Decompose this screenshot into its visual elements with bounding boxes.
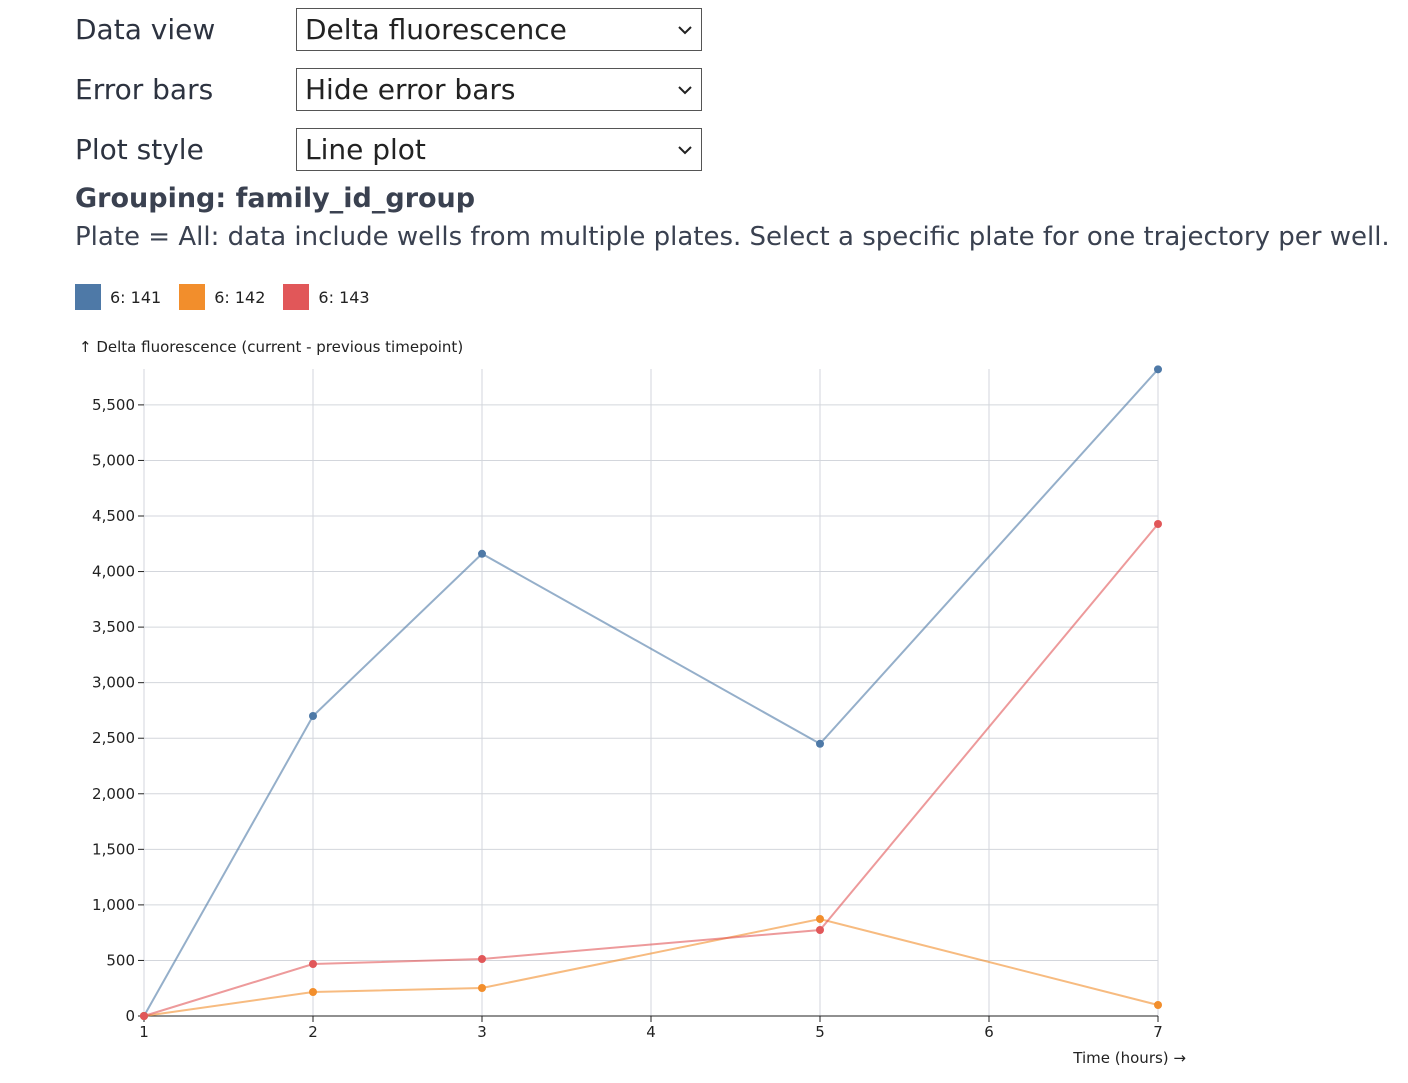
y-tick-label: 1,500 xyxy=(92,840,135,858)
x-tick-label: 3 xyxy=(477,1023,487,1041)
legend-item: 6: 141 xyxy=(75,284,161,310)
legend-item: 6: 142 xyxy=(179,284,265,310)
error-bars-value: Hide error bars xyxy=(305,73,516,106)
data-point xyxy=(1154,1001,1162,1009)
x-tick-label: 5 xyxy=(815,1023,825,1041)
y-tick-label: 4,500 xyxy=(92,507,135,525)
legend-item: 6: 143 xyxy=(283,284,370,310)
error-bars-row: Error bars Hide error bars xyxy=(75,68,702,111)
y-tick-label: 2,500 xyxy=(92,729,135,747)
legend-label: 6: 143 xyxy=(318,287,370,307)
chevron-down-icon xyxy=(678,145,692,154)
y-tick-label: 3,000 xyxy=(92,674,135,692)
legend-swatch xyxy=(75,284,101,310)
x-tick-label: 7 xyxy=(1153,1023,1163,1041)
y-tick-label: 0 xyxy=(125,1007,135,1025)
y-tick-label: 2,000 xyxy=(92,785,135,803)
data-point xyxy=(478,549,486,558)
data-point xyxy=(816,915,824,923)
x-tick-label: 1 xyxy=(139,1023,149,1041)
error-bars-label: Error bars xyxy=(75,73,214,106)
x-tick-label: 4 xyxy=(646,1023,656,1041)
chevron-down-icon xyxy=(678,25,692,34)
y-tick-label: 5,500 xyxy=(92,396,135,414)
data-view-value: Delta fluorescence xyxy=(305,13,567,46)
data-point xyxy=(1154,520,1162,528)
data-point xyxy=(816,926,824,934)
legend-label: 6: 142 xyxy=(214,287,266,307)
data-point xyxy=(816,739,824,748)
plot-style-label: Plot style xyxy=(75,133,204,166)
data-view-row: Data view Delta fluorescence xyxy=(75,8,702,51)
data-point xyxy=(478,955,486,963)
error-bars-select[interactable]: Hide error bars xyxy=(296,68,702,111)
x-tick-label: 2 xyxy=(308,1023,318,1041)
x-axis-label: Time (hours) → xyxy=(1072,1049,1186,1067)
legend-swatch xyxy=(179,284,206,310)
data-point xyxy=(309,712,317,720)
plate-note: Plate = All: data include wells from mul… xyxy=(75,222,1390,252)
data-view-label: Data view xyxy=(75,13,216,46)
y-tick-label: 5,000 xyxy=(92,451,135,469)
data-view-select[interactable]: Delta fluorescence xyxy=(296,8,702,51)
data-point xyxy=(1154,365,1162,374)
plot-style-select[interactable]: Line plot xyxy=(296,128,702,171)
legend-swatch xyxy=(283,284,310,310)
data-point xyxy=(309,988,317,996)
y-tick-label: 500 xyxy=(106,951,135,969)
y-tick-label: 1,000 xyxy=(92,896,135,914)
plot-style-value: Line plot xyxy=(305,133,426,166)
y-axis-label: ↑ Delta fluorescence (current - previous… xyxy=(79,338,463,356)
data-point xyxy=(478,984,486,992)
x-tick-label: 6 xyxy=(984,1023,994,1041)
grouping-heading: Grouping: family_id_group xyxy=(75,183,476,214)
data-point xyxy=(309,960,317,968)
plot-style-row: Plot style Line plot xyxy=(75,128,702,171)
legend: 6: 141 6: 142 6: 143 xyxy=(75,284,388,310)
line-chart: 1 2 3 4 5 6 7 0 500 1,000 1,500 2,000 2,500 3,000 3,50… xyxy=(79,338,1186,1067)
legend-label: 6: 141 xyxy=(110,287,162,307)
chevron-down-icon xyxy=(678,85,692,94)
data-point xyxy=(140,1012,148,1020)
y-tick-label: 3,500 xyxy=(92,618,135,636)
y-tick-label: 4,000 xyxy=(92,563,135,581)
